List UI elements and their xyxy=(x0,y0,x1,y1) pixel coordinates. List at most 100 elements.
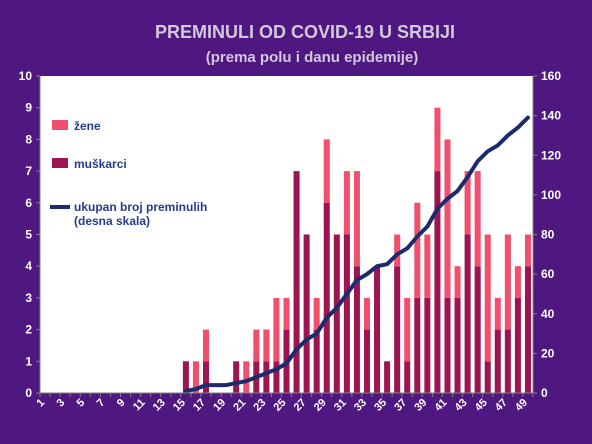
x-tick-label: 21 xyxy=(231,397,248,414)
y-tick-label: 10 xyxy=(19,69,33,83)
y2-tick-label: 140 xyxy=(541,109,561,123)
bar-men xyxy=(202,361,210,393)
x-tick-label: 39 xyxy=(412,397,429,414)
bar-men xyxy=(454,297,461,393)
bar-men xyxy=(524,266,531,393)
bar-women xyxy=(192,361,199,393)
x-tick-label: 43 xyxy=(453,397,470,414)
y2-tick-label: 80 xyxy=(541,228,555,242)
total-deaths-line xyxy=(183,115,530,394)
legend-swatch-men xyxy=(52,158,68,168)
x-tick-label: 15 xyxy=(171,397,188,414)
y2-tick-label: 20 xyxy=(541,346,555,360)
x-tick-label: 13 xyxy=(151,397,168,414)
y2-tick-label: 0 xyxy=(541,386,548,400)
x-tick-label: 45 xyxy=(473,397,490,414)
x-tick-label: 9 xyxy=(115,397,128,410)
bar-women xyxy=(524,234,531,267)
bar-women xyxy=(253,329,260,362)
bar-women xyxy=(474,171,481,267)
bar-men xyxy=(353,266,360,393)
x-tick-label: 5 xyxy=(75,397,88,410)
bar-women xyxy=(202,329,210,362)
bar-men xyxy=(273,361,280,393)
bar-men xyxy=(384,361,391,393)
x-tick-label: 49 xyxy=(513,397,530,414)
x-tick-label: 11 xyxy=(131,397,148,414)
bar-men xyxy=(313,329,320,393)
bar-men xyxy=(434,171,441,393)
bar-men xyxy=(303,234,310,393)
x-tick-label: 35 xyxy=(372,397,389,414)
bar-men xyxy=(514,297,521,393)
bar-women xyxy=(464,171,471,235)
bar-women xyxy=(414,202,421,298)
bar-women xyxy=(434,107,441,172)
bar-men xyxy=(504,329,511,393)
bar-women xyxy=(424,234,431,298)
x-tick-label: 31 xyxy=(332,397,349,414)
legend-label-women: žene xyxy=(74,119,101,133)
chart-title: PREMINULI OD COVID-19 U SRBIJI xyxy=(155,22,455,42)
bar-women xyxy=(454,266,461,298)
y-tick-label: 0 xyxy=(25,386,32,400)
bar-men xyxy=(394,266,401,393)
bar-women xyxy=(263,329,270,362)
y-tick-label: 3 xyxy=(25,291,32,305)
bar-women xyxy=(504,234,511,330)
x-tick-label: 25 xyxy=(271,397,288,414)
bar-women xyxy=(313,297,320,330)
legend: žene muškarci ukupan broj preminulih (de… xyxy=(50,119,207,228)
y2-tick-label: 60 xyxy=(541,267,555,281)
y2-tick-label: 160 xyxy=(541,69,561,83)
bar-women xyxy=(283,297,290,330)
bar-men xyxy=(363,329,371,393)
bar-men xyxy=(182,361,189,393)
bar-women xyxy=(273,297,280,362)
x-tick-label: 17 xyxy=(191,397,208,414)
y2-tick-label: 100 xyxy=(541,188,561,202)
bar-women xyxy=(353,171,360,267)
bar-women xyxy=(494,297,501,330)
total-line-group xyxy=(183,115,530,394)
legend-label-men: muškarci xyxy=(74,157,127,171)
chart-subtitle: (prema polu i danu epidemije) xyxy=(206,49,419,66)
x-tick-label: 19 xyxy=(211,397,228,414)
bar-women xyxy=(444,139,451,298)
x-tick-label: 29 xyxy=(312,397,329,414)
y-tick-label: 4 xyxy=(25,259,32,273)
legend-swatch-women xyxy=(52,120,68,130)
bar-men xyxy=(464,234,471,393)
y2-tick-label: 120 xyxy=(541,148,561,162)
bar-men xyxy=(444,297,451,393)
x-tick-label: 41 xyxy=(432,397,449,414)
x-tick-label: 47 xyxy=(493,397,510,414)
legend-label-right-scale: (desna skala) xyxy=(74,214,150,228)
bar-women xyxy=(363,297,371,330)
bar-men xyxy=(404,361,411,393)
bar-women xyxy=(484,234,491,362)
bar-men xyxy=(293,171,300,393)
y-tick-label: 1 xyxy=(25,354,32,368)
legend-label-total: ukupan broj preminulih xyxy=(74,200,207,214)
y-tick-label: 6 xyxy=(25,196,32,210)
x-tick-label: 3 xyxy=(54,397,67,410)
bar-men xyxy=(263,361,270,393)
bar-women xyxy=(343,171,350,235)
bar-men xyxy=(474,266,481,393)
bar-women xyxy=(514,266,521,298)
x-tick-label: 23 xyxy=(251,397,268,414)
bar-men xyxy=(424,297,431,393)
y2-tick-label: 40 xyxy=(541,307,555,321)
bar-women xyxy=(394,234,401,267)
x-tick-label: 1 xyxy=(34,397,47,410)
x-tick-label: 7 xyxy=(95,397,108,410)
bar-men xyxy=(484,361,491,393)
y-tick-label: 5 xyxy=(25,228,32,242)
bar-men xyxy=(494,329,501,393)
bar-women xyxy=(323,139,330,203)
x-tick-label: 37 xyxy=(392,397,409,414)
bar-men xyxy=(414,297,421,393)
x-tick-label: 27 xyxy=(292,397,309,414)
